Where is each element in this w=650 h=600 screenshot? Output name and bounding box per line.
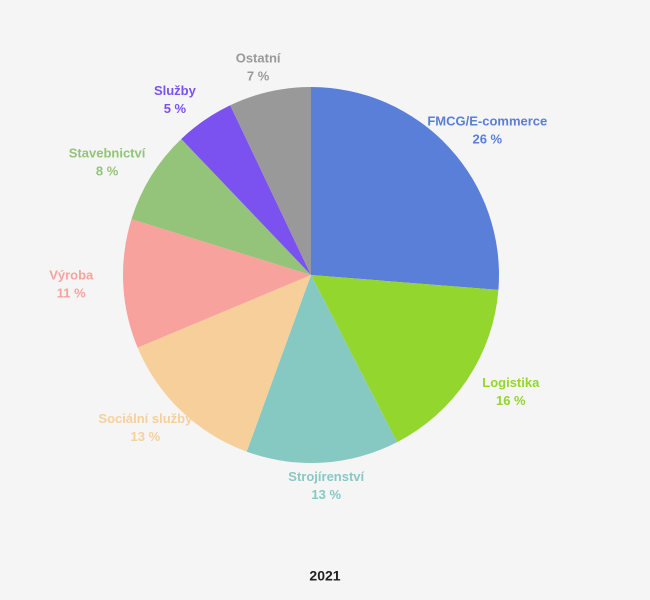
pie-slice — [181, 105, 311, 275]
pie-slice — [246, 275, 398, 463]
slice-value-label: 16 % — [496, 393, 526, 408]
pie-slice — [137, 275, 311, 452]
slice-label: Stavebnictví — [69, 146, 146, 161]
slice-label: Sociální služby — [98, 411, 193, 426]
pie-slice — [131, 138, 311, 275]
slice-value-label: 26 % — [472, 132, 502, 147]
slice-label: Ostatní — [236, 51, 281, 66]
slice-value-label: 13 % — [131, 429, 161, 444]
slice-value-label: 7 % — [247, 69, 270, 84]
slice-value-label: 5 % — [164, 101, 187, 116]
slice-value-label: 11 % — [57, 286, 86, 301]
slice-label: Služby — [154, 83, 197, 98]
pie-slice — [311, 275, 499, 443]
slice-value-label: 13 % — [311, 487, 341, 502]
slice-label: FMCG/E-commerce — [427, 114, 547, 129]
pie-slice — [311, 87, 499, 290]
chart-title: 2021 — [309, 568, 340, 584]
pie-slice — [230, 87, 311, 275]
slice-label: Logistika — [482, 375, 540, 390]
pie-slice — [123, 219, 311, 348]
slice-label: Strojírenství — [288, 469, 364, 484]
slice-value-label: 8 % — [96, 164, 119, 179]
slice-label: Výroba — [49, 268, 94, 283]
